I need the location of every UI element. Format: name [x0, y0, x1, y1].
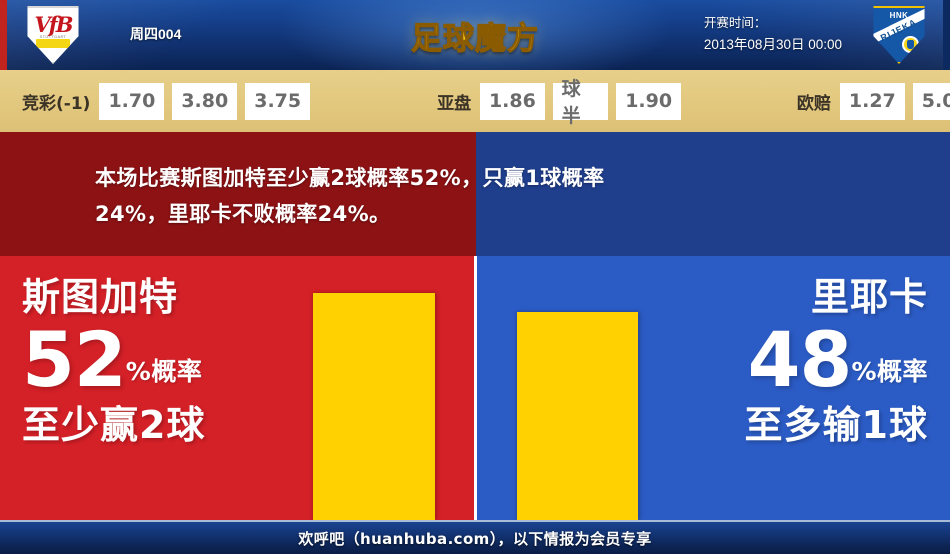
away-percent-row: 48 %概率	[745, 322, 928, 398]
header-left-red-edge	[0, 0, 7, 70]
odds-group-oupei: 欧赔 1.27 5.07 9.44	[796, 82, 950, 120]
odds-label-jingcai: 竞彩(-1)	[22, 93, 91, 114]
odds-jingcai-draw[interactable]: 3.80	[172, 82, 238, 120]
odds-bar: 竞彩(-1) 1.70 3.80 3.75 亚盘 1.86 球半 1.90 欧赔…	[0, 70, 950, 132]
summary-text-line2: 24%，里耶卡不败概率24%。	[95, 202, 391, 226]
summary-text-line1: 本场比赛斯图加特至少赢2球概率52%，只赢1球概率	[95, 166, 605, 190]
match-number: 周四004	[130, 26, 182, 42]
home-team-crest-icon: VfB STUTTGART	[24, 6, 82, 64]
home-percent-row: 52 %概率	[22, 322, 205, 398]
home-percent-value: 52	[22, 315, 127, 404]
panel-divider	[474, 256, 477, 520]
away-percent-value: 48	[747, 315, 853, 404]
away-team-name: 里耶卡	[810, 275, 928, 319]
summary-banner-right-bg	[476, 132, 950, 256]
kickoff-time-block: 开赛时间： 2013年08月30日 00:00	[704, 13, 842, 55]
away-crest-emblem	[902, 36, 920, 54]
summary-banner-left-bg	[0, 132, 476, 256]
odds-group-yapan: 亚盘 1.86 球半 1.90	[437, 78, 689, 127]
odds-jingcai-home[interactable]: 1.70	[99, 82, 165, 120]
odds-label-yapan: 亚盘	[437, 93, 472, 114]
footer-bar: 欢呼吧（huanhuba.com），以下情报为会员专享	[0, 520, 950, 554]
odds-oupei-home[interactable]: 1.27	[839, 82, 905, 120]
away-panel: 里耶卡 48 %概率 至多输1球	[477, 256, 950, 520]
footer-promo-text: 欢呼吧（huanhuba.com），以下情报为会员专享	[298, 529, 652, 548]
away-percent-unit: %概率	[851, 357, 928, 386]
away-crest-initials: HNK	[889, 11, 909, 21]
site-logo: 足球魔方	[410, 20, 539, 57]
away-probability-bar	[517, 312, 638, 520]
odds-yapan-away[interactable]: 1.90	[616, 82, 681, 120]
away-stats-block: 里耶卡 48 %概率 至多输1球	[745, 274, 928, 448]
home-panel: 斯图加特 52 %概率 至少赢2球	[0, 256, 474, 520]
odds-jingcai-away[interactable]: 3.75	[245, 82, 311, 120]
home-stats-block: 斯图加特 52 %概率 至少赢2球	[22, 274, 205, 448]
home-probability-bar	[313, 293, 435, 520]
header-right-blue-edge	[943, 0, 950, 70]
home-crest-band	[35, 39, 71, 48]
home-crest-initials: VfB	[34, 11, 73, 37]
summary-banner: 本场比赛斯图加特至少赢2球概率52%，只赢1球概率 24%，里耶卡不败概率24%…	[0, 132, 950, 256]
summary-text: 本场比赛斯图加特至少赢2球概率52%，只赢1球概率 24%，里耶卡不败概率24%…	[95, 160, 895, 232]
header-bar: VfB STUTTGART HNK RIJEKA 周四004 足球魔方 开赛时间…	[0, 0, 950, 70]
home-crest-subtext: STUTTGART	[39, 33, 67, 39]
home-outcome-label: 至少赢2球	[22, 403, 206, 447]
away-outcome-label: 至多输1球	[744, 403, 928, 447]
odds-yapan-handicap[interactable]: 球半	[552, 78, 609, 127]
probability-chart: 斯图加特 52 %概率 至少赢2球 里耶卡 48 %概率 至多输1球	[0, 256, 950, 520]
odds-yapan-home[interactable]: 1.86	[480, 82, 545, 120]
kickoff-label: 开赛时间：	[703, 16, 767, 30]
home-team-name: 斯图加特	[22, 275, 179, 319]
away-team-crest-icon: HNK RIJEKA	[870, 6, 928, 64]
odds-oupei-draw[interactable]: 5.07	[912, 82, 950, 120]
odds-label-oupei: 欧赔	[796, 93, 831, 114]
home-percent-unit: %概率	[125, 357, 203, 386]
kickoff-value: 2013年08月30日 00:00	[703, 37, 842, 52]
odds-group-jingcai: 竞彩(-1) 1.70 3.80 3.75	[22, 82, 318, 120]
